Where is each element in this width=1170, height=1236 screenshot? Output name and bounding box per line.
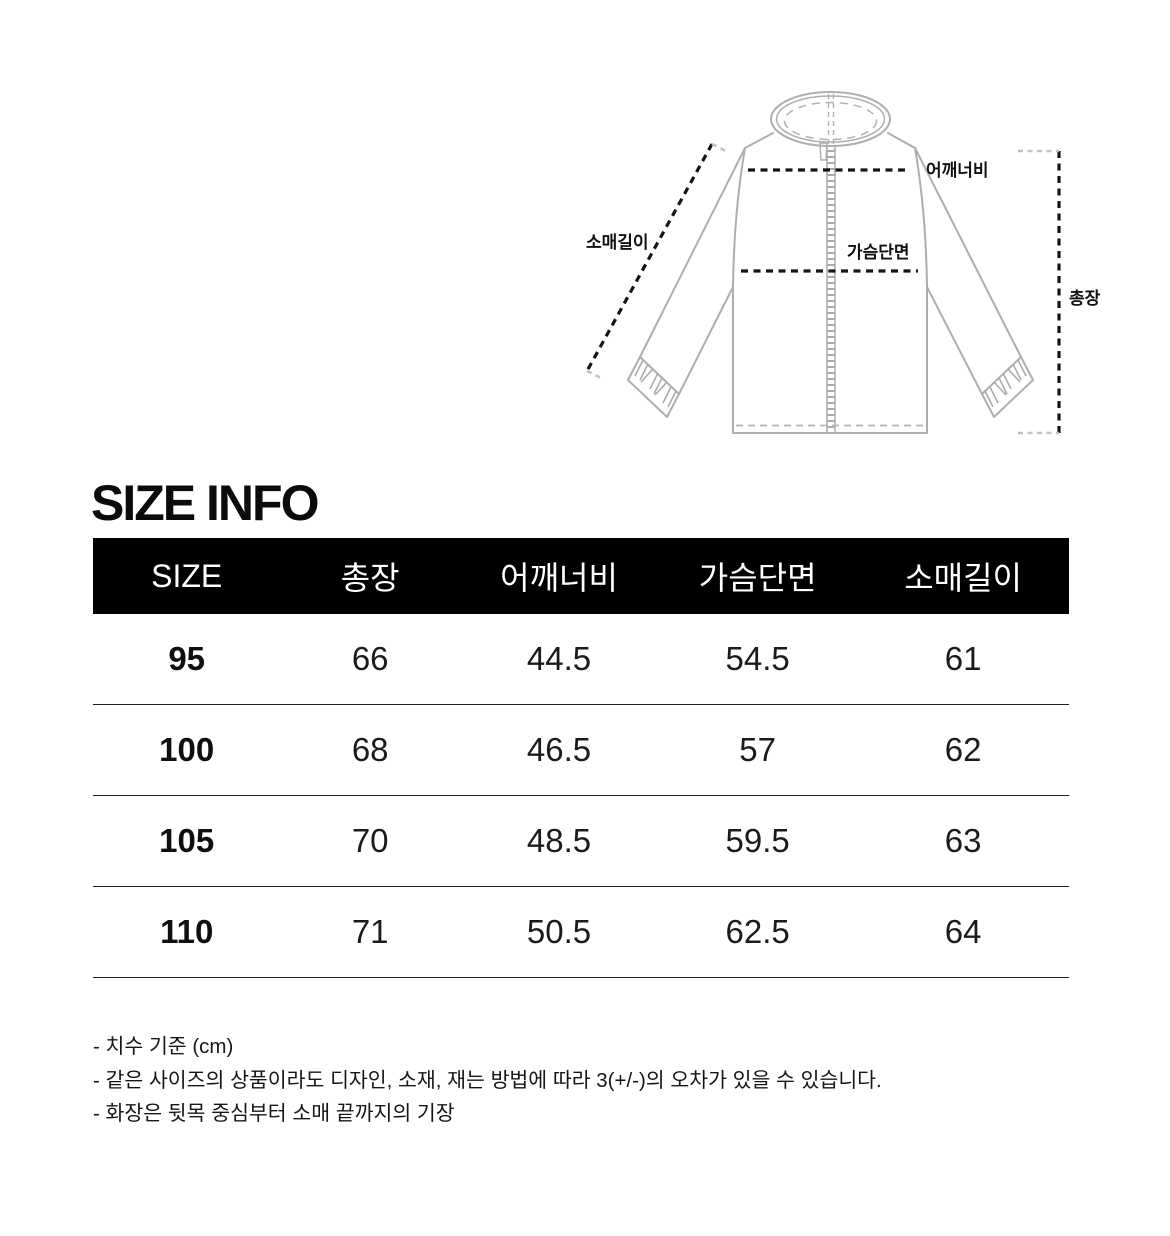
- shoulder-value: 50.5: [526, 913, 592, 950]
- jacket-zipper-collar: [827, 94, 835, 144]
- sleeve-value: 63: [944, 822, 982, 859]
- cuff-ribbing-right: [984, 359, 1027, 408]
- page-title: SIZE INFO: [91, 474, 319, 531]
- note-line-2: - 같은 사이즈의 상품이라도 디자인, 소재, 재는 방법에 따라 3(+/-…: [93, 1068, 882, 1092]
- shoulder-value: 46.5: [526, 731, 592, 768]
- jacket-sleeve-right: [914, 147, 1022, 395]
- sleeve-length-ticks: [586, 142, 729, 381]
- length-value: 66: [351, 640, 389, 677]
- size-value: 100: [159, 731, 215, 768]
- jacket-zipper-tape: [826, 147, 836, 433]
- jacket-collar-stitch: [783, 101, 878, 141]
- table-row: 110 71 50.5 62.5 64: [93, 887, 1069, 978]
- jacket-body: [732, 147, 928, 434]
- column-header-length: 총장: [340, 560, 400, 596]
- jacket-cuff-left: [627, 356, 680, 418]
- jacket-shoulder-left: [744, 132, 774, 149]
- jacket-diagram: 어깨너비 가슴단면 소매길이 총장: [585, 91, 1101, 435]
- column-header-sleeve: 소매길이: [904, 560, 1022, 596]
- chest-value: 57: [739, 731, 776, 768]
- sleeve-value: 62: [944, 731, 982, 768]
- total-length-label: 총장: [1069, 289, 1101, 308]
- length-value: 71: [351, 913, 389, 950]
- jacket-outline: [627, 91, 1034, 434]
- size-value: 95: [168, 640, 206, 677]
- sleeve-value: 61: [944, 640, 982, 677]
- sleeve-value: 64: [944, 913, 982, 950]
- jacket-zipper-garage: [819, 142, 828, 161]
- total-length-ticks: [1018, 149, 1059, 435]
- column-header-size: SIZE: [151, 557, 223, 594]
- shoulder-width-label: 어깨너비: [926, 161, 989, 180]
- shoulder-value: 44.5: [526, 640, 592, 677]
- table-row: 95 66 44.5 54.5 61: [93, 614, 1069, 705]
- column-header-chest: 가슴단면: [698, 560, 817, 596]
- size-table-header: SIZE 총장 어깨너비 가슴단면 소매길이: [93, 538, 1069, 614]
- chest-width-label: 가슴단면: [847, 243, 910, 262]
- jacket-cuff-right: [981, 356, 1034, 418]
- size-value: 105: [159, 822, 215, 859]
- measurement-lines: [585, 142, 1061, 435]
- chest-value: 62.5: [725, 913, 790, 950]
- table-row: 105 70 48.5 59.5 63: [93, 796, 1069, 887]
- table-row: 100 68 46.5 57 62: [93, 705, 1069, 796]
- chest-value: 54.5: [725, 640, 790, 677]
- cuff-ribbing-left: [634, 359, 677, 408]
- length-value: 70: [351, 822, 389, 859]
- size-notes: - 치수 기준 (cm) - 같은 사이즈의 상품이라도 디자인, 소재, 재는…: [93, 1030, 882, 1131]
- jacket-sleeve-left: [639, 147, 746, 395]
- jacket-shoulder-right: [887, 132, 916, 149]
- size-table: SIZE 총장 어깨너비 가슴단면 소매길이 95 66 44.5 54.5 6…: [93, 538, 1069, 978]
- jacket-collar-outer: [770, 91, 891, 147]
- jacket-collar-inner: [775, 95, 886, 143]
- note-line-1: - 치수 기준 (cm): [93, 1035, 234, 1058]
- note-line-3: - 화장은 뒷목 중심부터 소매 끝까지의 기장: [93, 1102, 455, 1125]
- size-value: 110: [160, 913, 214, 950]
- length-value: 68: [351, 731, 389, 768]
- sleeve-length-line: [585, 143, 714, 372]
- sleeve-length-label: 소매길이: [586, 233, 649, 252]
- shoulder-value: 48.5: [526, 822, 592, 859]
- column-header-shoulder: 어깨너비: [500, 560, 618, 596]
- chest-value: 59.5: [725, 822, 790, 859]
